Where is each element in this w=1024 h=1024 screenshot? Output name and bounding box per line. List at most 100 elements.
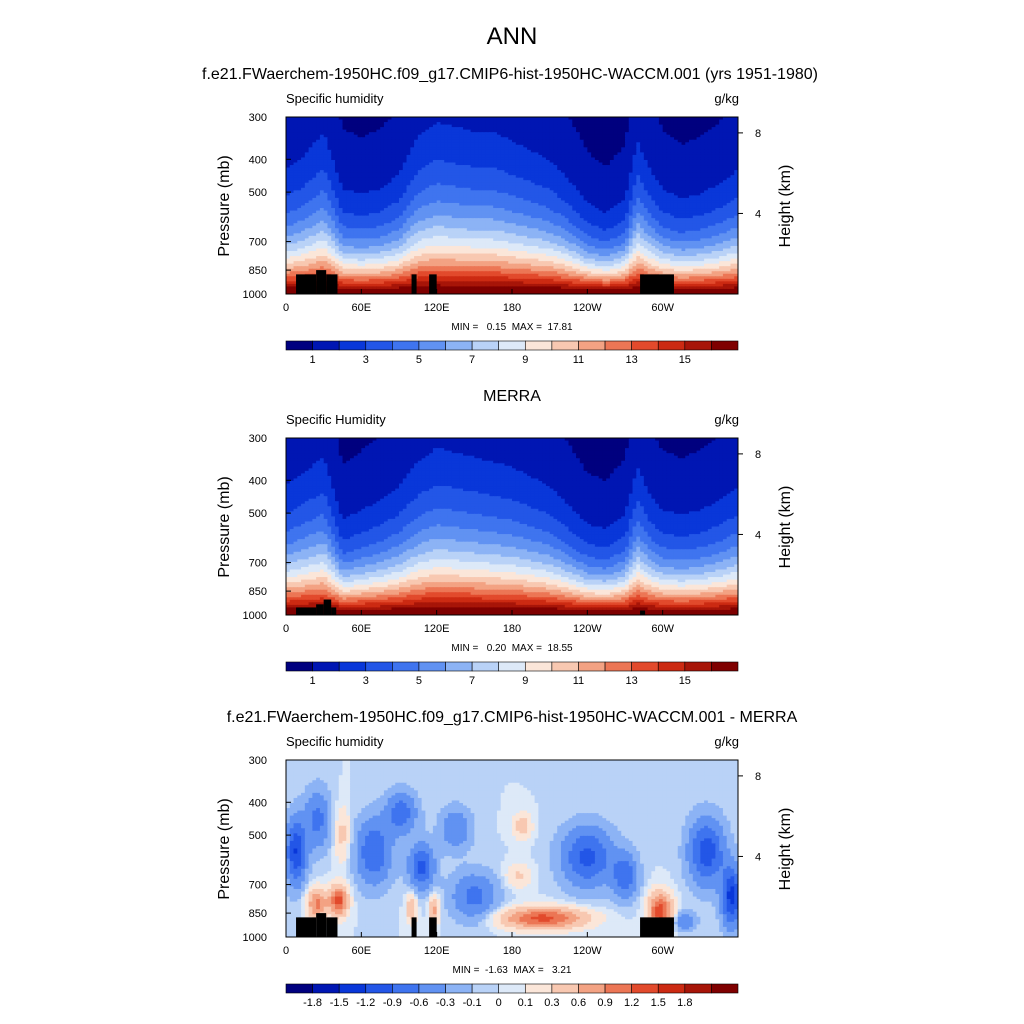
colorbar-swatch <box>524 661 553 672</box>
colorbar-swatch <box>285 340 313 351</box>
colorbar-swatch <box>392 340 420 351</box>
y-tick-label: 700 <box>249 237 267 249</box>
obs-panel: Specific Humidity g/kg Pressure (mb) Hei… <box>216 412 794 687</box>
colorbar-label: 1.5 <box>651 997 666 1009</box>
colorbar-swatch <box>631 983 659 994</box>
y2-axis-title: Height (km) <box>777 808 794 891</box>
x-tick-label: 180 <box>503 623 521 635</box>
terrain-mask <box>640 610 646 615</box>
units-label: g/kg <box>714 91 739 106</box>
colorbar-swatch <box>338 661 367 672</box>
colorbar-swatch <box>445 661 473 672</box>
axes: 0 60E 120E 180 120W 60W 300 400 500 700 850 1000 8 4 <box>243 755 762 957</box>
colorbar-swatch <box>285 661 313 672</box>
colorbar-swatch <box>392 661 420 672</box>
colorbar-swatch <box>604 340 632 351</box>
colorbar-label: -0.6 <box>409 997 428 1009</box>
y2-tick-label: 4 <box>755 208 761 220</box>
colorbar-label: 11 <box>573 675 584 687</box>
colorbar-label: 0 <box>496 997 502 1009</box>
colorbar-swatch <box>578 983 606 994</box>
contour-plot <box>286 760 738 937</box>
x-tick-label: 120W <box>573 623 602 635</box>
colorbar-swatch <box>684 340 712 351</box>
min-max-stats: MIN = 0.15 MAX = 17.81 <box>451 322 573 333</box>
terrain-mask <box>316 270 327 294</box>
y2-tick-label: 8 <box>755 449 761 461</box>
y-tick-label: 300 <box>249 112 267 124</box>
y2-tick-label: 8 <box>755 771 761 783</box>
y2-tick-label: 8 <box>755 128 761 140</box>
colorbar-swatch <box>338 983 367 994</box>
y-axis-title: Pressure (mb) <box>216 155 233 256</box>
y-tick-label: 700 <box>249 558 267 570</box>
colorbar-label: -0.3 <box>436 997 455 1009</box>
y-tick-label: 400 <box>249 475 267 487</box>
colorbar-swatch <box>498 983 526 994</box>
colorbar-swatch <box>657 340 686 351</box>
colorbar-label: 15 <box>679 675 691 687</box>
y-tick-label: 500 <box>249 187 267 199</box>
y-tick-label: 1000 <box>243 932 267 944</box>
colorbar-swatch <box>338 340 367 351</box>
x-tick-label: 60E <box>352 302 372 314</box>
colorbar-swatch <box>524 983 553 994</box>
x-tick-label: 120W <box>573 302 602 314</box>
y2-axis-title: Height (km) <box>777 486 794 569</box>
colorbar-swatch <box>365 340 393 351</box>
y2-axis-title: Height (km) <box>777 165 794 248</box>
colorbar-swatch <box>578 661 606 672</box>
terrain-mask <box>640 274 674 294</box>
colorbar-swatch <box>418 983 446 994</box>
humidity-field <box>286 760 738 937</box>
x-tick-label: 0 <box>283 302 289 314</box>
colorbar-swatch <box>711 661 739 672</box>
terrain-mask <box>411 274 417 294</box>
y-tick-label: 850 <box>249 265 267 277</box>
terrain-mask <box>316 604 324 615</box>
colorbar-swatch <box>578 340 606 351</box>
y-tick-label: 400 <box>249 797 267 809</box>
colorbar-label: -1.5 <box>330 997 349 1009</box>
colorbar-swatch <box>471 661 500 672</box>
x-tick-label: 180 <box>503 302 521 314</box>
humidity-field <box>286 438 738 615</box>
x-tick-label: 120W <box>573 945 602 957</box>
colorbar-swatch <box>471 983 500 994</box>
model-panel-title: f.e21.FWaerchem-1950HC.f09_g17.CMIP6-his… <box>202 66 818 83</box>
terrain-mask <box>326 917 338 937</box>
colorbar-label: 1.2 <box>624 997 639 1009</box>
colorbar: 1 3 5 7 9 11 13 15 <box>285 340 739 366</box>
colorbar-label: 0.9 <box>597 997 612 1009</box>
diff-panel-title: f.e21.FWaerchem-1950HC.f09_g17.CMIP6-his… <box>227 709 798 726</box>
y-axis-title: Pressure (mb) <box>216 476 233 577</box>
colorbar-label: 9 <box>522 354 528 366</box>
colorbar-swatch <box>711 340 739 351</box>
y-tick-label: 1000 <box>243 289 267 301</box>
terrain-mask <box>331 607 337 615</box>
colorbar-label: 3 <box>363 354 369 366</box>
colorbar-label: 1 <box>310 675 316 687</box>
terrain-mask <box>429 274 437 294</box>
colorbar-label: 3 <box>363 675 369 687</box>
colorbar-label: -1.8 <box>303 997 322 1009</box>
contour-plot <box>286 438 738 615</box>
colorbar-label: 11 <box>573 354 584 366</box>
colorbar-swatch <box>285 983 313 994</box>
terrain-mask <box>326 274 338 294</box>
y-tick-label: 500 <box>249 508 267 520</box>
x-tick-label: 120E <box>424 302 450 314</box>
x-tick-label: 0 <box>283 945 289 957</box>
humidity-field <box>286 117 738 294</box>
colorbar-swatch <box>418 340 446 351</box>
figure-title: ANN <box>487 23 538 50</box>
colorbar-label: 5 <box>416 354 422 366</box>
colorbar-swatch <box>498 661 526 672</box>
colorbar-label: 15 <box>679 354 691 366</box>
x-tick-label: 0 <box>283 623 289 635</box>
terrain-mask <box>296 917 317 937</box>
y-tick-label: 300 <box>249 755 267 767</box>
colorbar-swatch <box>445 983 473 994</box>
colorbar: 1 3 5 7 9 11 13 15 <box>285 661 739 687</box>
colorbar-swatch <box>551 340 579 351</box>
